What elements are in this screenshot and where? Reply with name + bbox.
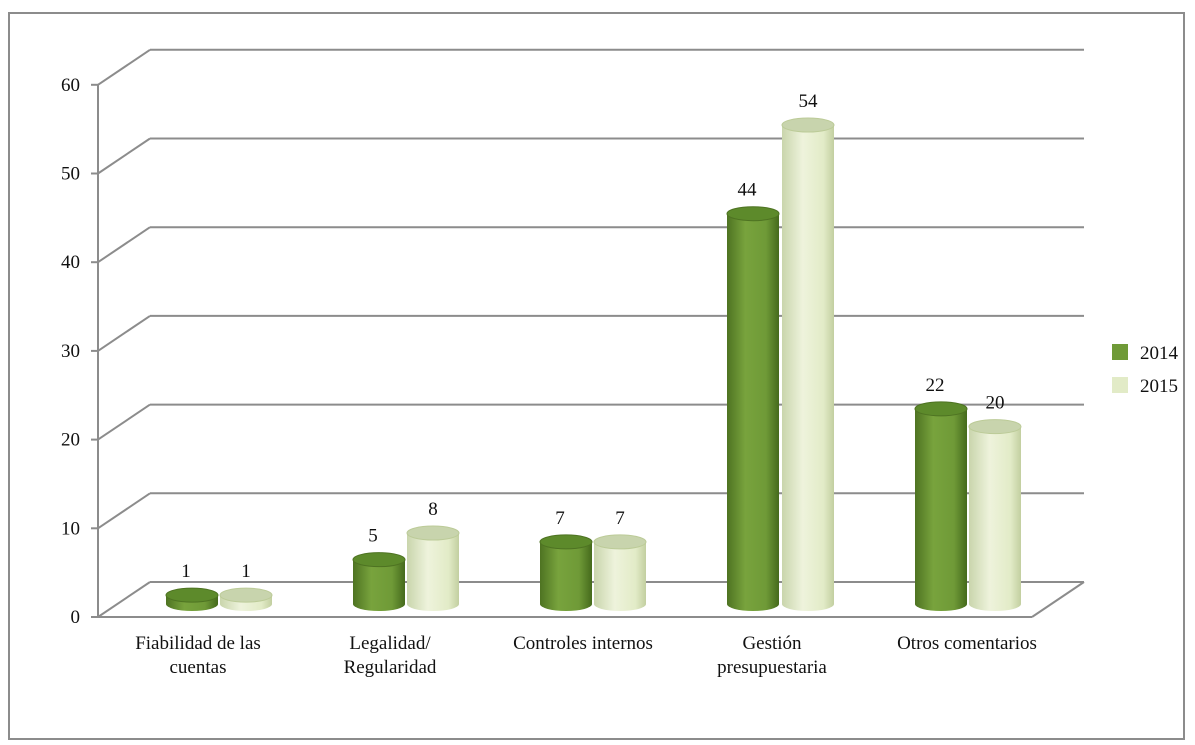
category-label: Legalidad/Regularidad bbox=[344, 633, 437, 678]
bar-body bbox=[540, 541, 592, 611]
data-label: 7 bbox=[555, 508, 565, 529]
data-label: 8 bbox=[428, 499, 438, 520]
gridline-diag bbox=[97, 48, 151, 86]
bar-body bbox=[782, 125, 834, 612]
y-tick-label: 40 bbox=[61, 252, 80, 273]
y-tick-label: 50 bbox=[61, 164, 80, 185]
gridline-diag bbox=[97, 581, 151, 618]
data-label: 5 bbox=[368, 526, 378, 547]
y-tick-label: 20 bbox=[61, 430, 80, 451]
data-label: 1 bbox=[241, 561, 251, 582]
bar-body bbox=[353, 559, 405, 611]
bar-2014-1 bbox=[352, 552, 406, 611]
legend: 2014 2015 bbox=[1112, 343, 1179, 397]
legend-label: 2014 bbox=[1140, 343, 1179, 364]
category-label: Gestión presupuestaria bbox=[717, 633, 827, 678]
y-axis: 0 10 20 30 40 50 60 bbox=[61, 75, 99, 628]
y-tick-label: 30 bbox=[61, 341, 80, 362]
bar-top bbox=[165, 587, 219, 603]
bar-body bbox=[594, 541, 646, 611]
category-label: Fiabilidad de las cuentas bbox=[135, 633, 261, 678]
bars bbox=[165, 117, 1022, 612]
bar-top bbox=[781, 117, 835, 133]
data-label: 7 bbox=[615, 508, 625, 529]
bar-top bbox=[593, 534, 647, 550]
gridline-diag bbox=[97, 492, 151, 530]
bar-2014-4 bbox=[914, 401, 968, 611]
gridline-diag bbox=[97, 137, 151, 175]
x-axis-labels: Fiabilidad de las cuentas Legalidad/Regula… bbox=[135, 633, 1037, 678]
floor-right-edge bbox=[1031, 581, 1085, 618]
bar-body bbox=[915, 408, 967, 611]
bar-top bbox=[914, 401, 968, 417]
y-tick-label: 10 bbox=[61, 518, 80, 539]
bar-body bbox=[407, 533, 459, 611]
gridline-diag bbox=[97, 315, 151, 352]
legend-label: 2015 bbox=[1140, 376, 1178, 397]
bar-2015-1 bbox=[406, 525, 460, 611]
bar-2014-0 bbox=[165, 587, 219, 611]
legend-swatch-2015 bbox=[1112, 377, 1128, 393]
y-tick-label: 60 bbox=[61, 75, 80, 96]
bar-top bbox=[406, 525, 460, 541]
bar-2014-2 bbox=[539, 534, 593, 611]
legend-swatch-2014 bbox=[1112, 344, 1128, 360]
data-label: 22 bbox=[926, 375, 945, 396]
bar-top bbox=[352, 552, 406, 568]
gridline-diag bbox=[97, 226, 151, 264]
bar-body bbox=[727, 213, 779, 611]
bar-2015-0 bbox=[219, 587, 273, 611]
data-label: 44 bbox=[738, 180, 758, 201]
data-labels: 1 5 7 44 22 1 8 7 54 20 bbox=[181, 91, 1004, 582]
data-label: 54 bbox=[799, 91, 819, 112]
bar-2014-3 bbox=[726, 206, 780, 611]
data-label: 1 bbox=[181, 561, 191, 582]
bar-2015-4 bbox=[968, 419, 1022, 611]
chart-frame bbox=[8, 12, 1185, 740]
bar-2015-2 bbox=[593, 534, 647, 611]
bar-top bbox=[219, 587, 273, 603]
bar-top bbox=[539, 534, 593, 550]
category-label: Controles internos bbox=[513, 633, 653, 654]
bar-2015-3 bbox=[781, 117, 835, 612]
y-tick-label: 0 bbox=[71, 607, 81, 628]
data-label: 20 bbox=[986, 393, 1005, 414]
category-label: Otros comentarios bbox=[897, 633, 1037, 654]
bar-top bbox=[968, 419, 1022, 435]
bar-body bbox=[969, 426, 1021, 611]
bar-top bbox=[726, 206, 780, 222]
gridline-diag bbox=[97, 403, 151, 441]
